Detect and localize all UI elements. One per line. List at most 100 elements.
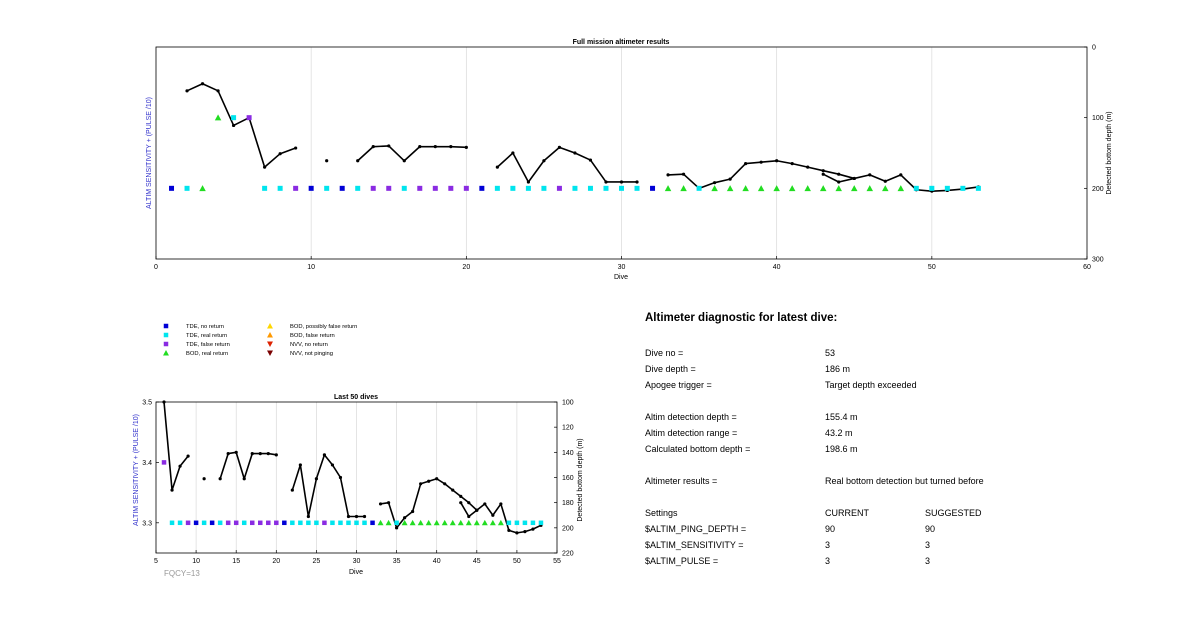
detection-marker (851, 185, 858, 192)
bottom-depth-point (242, 477, 246, 481)
legend-label: TDE, real return (186, 333, 227, 339)
y2-tick-label: 140 (562, 450, 574, 457)
top-x-ticks: 0 10 20 30 40 50 60 (154, 256, 1091, 271)
bottom-depth-point (459, 494, 463, 498)
detection-marker (169, 185, 175, 191)
bottom-depth-point (290, 488, 294, 492)
setting-current: 3 (825, 556, 831, 566)
bottom-depth-point (573, 151, 577, 155)
y2-tick-label: 220 (562, 551, 574, 558)
x-tick-label: 20 (462, 264, 470, 271)
detection-marker (742, 185, 749, 192)
bottom-depth-point (821, 169, 825, 173)
x-tick-label: 25 (313, 558, 321, 565)
detection-marker (497, 519, 504, 526)
bottom-depth-point (378, 502, 383, 506)
detection-marker (525, 185, 531, 191)
detection-marker (417, 519, 424, 526)
y2-tick-label: 0 (1092, 45, 1096, 52)
x-tick-label: 45 (473, 558, 481, 565)
bottom-depth-point (403, 516, 407, 520)
bottom-depth-point (258, 451, 262, 456)
bottom-depth-point (491, 513, 495, 517)
bottom-depth-point (619, 180, 624, 184)
y2-tick-label: 300 (1092, 257, 1104, 264)
bottom-x-ticks: 5 10 15 20 25 30 35 40 45 50 55 (154, 550, 561, 565)
legend-label: BOD, real return (186, 351, 228, 357)
bottom-depth-point (483, 502, 487, 506)
top-y2-ticks: 0 100 200 300 (1084, 45, 1104, 264)
bottom-depth-point (837, 172, 841, 176)
detection-marker (449, 519, 456, 526)
detection-marker (266, 520, 271, 526)
bottom-depth-point (294, 146, 298, 150)
apogee-row: Apogee trigger = Target depth exceeded (645, 380, 1185, 392)
detection-marker (587, 185, 593, 191)
bottom-depth-point (759, 160, 763, 164)
detection-marker (481, 519, 488, 526)
results-row: Altimeter results = Real bottom detectio… (645, 476, 1185, 488)
detect-range-label: Altim detection range = (645, 428, 738, 438)
y2-tick-label: 200 (562, 525, 574, 532)
dive-depth-row: Dive depth = 186 m (645, 364, 1185, 376)
y2-tick-label: 200 (1092, 186, 1104, 193)
bottom-depth-point (346, 514, 351, 519)
detection-marker (696, 185, 702, 191)
bottom-depth-point (216, 89, 220, 93)
detection-marker (417, 185, 423, 191)
bottom-y2-ticks: 100 120 140 160 180 200 220 (554, 400, 574, 558)
dive-depth-value: 186 m (825, 364, 851, 374)
marker-legend: TDE, no return TDE, real return TDE, false… (163, 323, 357, 357)
dive-depth-label: Dive depth = (645, 364, 696, 374)
detection-marker (277, 185, 283, 191)
bottom-depth-point (451, 488, 455, 492)
detection-marker (514, 520, 520, 526)
bottom-depth-point (449, 145, 453, 149)
bottom-depth-point (170, 488, 174, 492)
y2-tick-label: 180 (562, 500, 574, 507)
bottom-chart-title: Last 50 dives (334, 394, 378, 401)
detection-marker (267, 341, 273, 347)
bottom-depth-point (681, 172, 686, 176)
detection-marker (788, 185, 796, 192)
detection-marker (510, 185, 516, 191)
bottom-depth-point (475, 508, 479, 512)
last-50-dives-chart: 5 10 15 20 25 30 35 40 45 50 55 3.3 3.4 3.5 100 120 14… (133, 394, 584, 578)
detection-marker (386, 185, 392, 191)
setting-row: $ALTIM_PULSE = 3 3 (645, 556, 1185, 568)
detection-marker (479, 185, 485, 191)
detection-marker (258, 520, 263, 526)
bottom-depth-point (338, 475, 343, 480)
bottom-depth-point (306, 514, 310, 519)
x-tick-label: 15 (232, 558, 240, 565)
setting-suggested: 90 (925, 524, 936, 534)
bottom-depth-point (443, 482, 447, 486)
bottom-depth-point (162, 400, 166, 404)
setting-name: $ALTIM_PULSE = (645, 556, 719, 566)
detection-marker (960, 185, 966, 191)
detection-marker (401, 185, 407, 191)
bottom-depth-point (395, 526, 399, 530)
results-label: Altimeter results = (645, 476, 718, 486)
detection-marker (457, 519, 464, 526)
calc-depth-label: Calculated bottom depth = (645, 444, 751, 454)
detection-marker (603, 185, 609, 191)
bottom-depth-line (291, 454, 365, 518)
bottom-depth-point (278, 152, 282, 156)
bottom-depth-point (234, 450, 238, 454)
bottom-detection-markers (161, 460, 544, 526)
dive-no-label: Dive no = (645, 348, 684, 358)
bottom-depth-point (356, 159, 360, 163)
bottom-depth-point (435, 477, 439, 481)
detection-marker (530, 520, 536, 526)
detection-marker (306, 520, 311, 526)
x-tick-label: 35 (393, 558, 401, 565)
bottom-depth-point (899, 173, 903, 177)
setting-current: 3 (825, 540, 831, 550)
x-tick-label: 30 (353, 558, 361, 565)
detection-marker (370, 185, 376, 191)
detection-marker (425, 519, 432, 526)
detection-marker (409, 519, 416, 526)
detection-marker (193, 520, 199, 526)
